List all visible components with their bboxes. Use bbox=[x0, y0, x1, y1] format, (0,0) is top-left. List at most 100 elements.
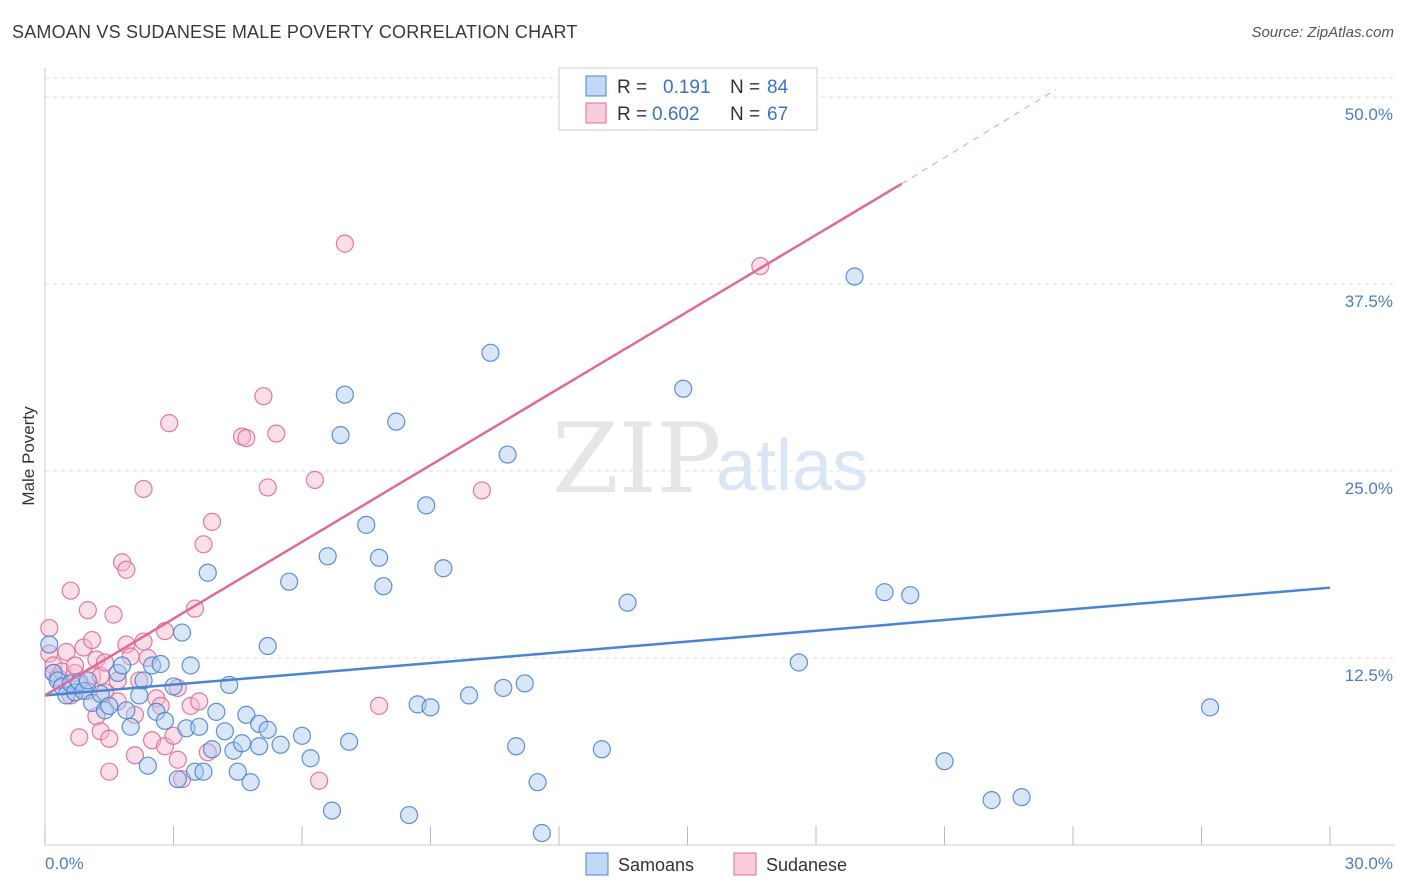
samoans-point-57 bbox=[370, 548, 389, 567]
legend: R = 0.191 N = 84 R = 0.602 N = 67 bbox=[558, 67, 818, 131]
y-tick-label-3: 50.0% bbox=[1345, 105, 1393, 124]
samoans-point-49 bbox=[292, 726, 312, 745]
samoans-point-45 bbox=[258, 720, 277, 739]
samoans-point-51 bbox=[318, 547, 337, 566]
sudanese-point-58 bbox=[267, 424, 286, 443]
legend-n-label-samoans: N = bbox=[730, 77, 760, 98]
samoans-point-41 bbox=[237, 705, 256, 724]
samoans-point-43 bbox=[250, 737, 269, 756]
y-axis-label: Male Poverty bbox=[19, 406, 38, 506]
y-tick-label-0: 12.5% bbox=[1345, 666, 1393, 685]
sudanese-point-0 bbox=[40, 618, 59, 638]
samoans-point-32 bbox=[194, 762, 213, 781]
samoans-point-53 bbox=[331, 425, 350, 445]
samoans-point-9 bbox=[78, 671, 97, 690]
x-tick-label-1: 30.0% bbox=[1345, 854, 1393, 873]
samoans-point-40 bbox=[232, 734, 252, 753]
samoans-point-48 bbox=[280, 572, 299, 591]
samoans-point-75 bbox=[674, 379, 693, 398]
samoans-point-36 bbox=[215, 722, 234, 741]
samoans-point-24 bbox=[155, 711, 175, 730]
samoans-point-66 bbox=[481, 343, 500, 362]
samoans-point-35 bbox=[207, 702, 226, 721]
sudanese-point-13 bbox=[78, 601, 97, 620]
sudanese-point-33 bbox=[125, 705, 145, 724]
legend-swatch-sudanese bbox=[585, 102, 607, 124]
legend-r-value-sudanese: 0.602 bbox=[652, 104, 700, 125]
samoans-points bbox=[40, 267, 1220, 843]
samoans-point-26 bbox=[168, 770, 187, 789]
sudanese-point-34 bbox=[130, 671, 149, 690]
sudanese-point-60 bbox=[310, 771, 329, 790]
sudanese-point-43 bbox=[160, 414, 179, 433]
sudanese-point-48 bbox=[181, 696, 200, 715]
grid bbox=[45, 77, 1395, 659]
sudanese-point-7 bbox=[61, 581, 80, 600]
samoans-point-19 bbox=[134, 671, 153, 690]
legend-r-label-samoans: R = bbox=[617, 77, 647, 98]
samoans-point-65 bbox=[459, 686, 479, 705]
sudanese-trend-line bbox=[44, 182, 903, 697]
samoans-point-78 bbox=[875, 583, 894, 602]
sudanese-point-59 bbox=[305, 470, 324, 490]
samoans-trend-line bbox=[44, 586, 1331, 697]
chart-title: SAMOAN VS SUDANESE MALE POVERTY CORRELAT… bbox=[12, 22, 578, 42]
bottom-legend-label-samoans: Samoans bbox=[618, 855, 694, 875]
samoans-point-76 bbox=[789, 653, 808, 672]
sudanese-point-25 bbox=[104, 605, 123, 624]
samoans-point-39 bbox=[228, 762, 247, 781]
sudanese-trend-extension bbox=[901, 89, 1057, 185]
chart-source: Source: ZipAtlas.com bbox=[1251, 24, 1394, 41]
axes bbox=[44, 68, 1395, 846]
sudanese-point-24 bbox=[100, 729, 119, 748]
samoans-point-67 bbox=[494, 678, 513, 698]
samoans-point-82 bbox=[1012, 788, 1031, 807]
samoans-point-0 bbox=[40, 635, 59, 654]
samoans-point-63 bbox=[421, 698, 440, 717]
x-tick-label-0: 0.0% bbox=[45, 854, 84, 873]
samoans-point-64 bbox=[434, 559, 453, 578]
samoans-point-79 bbox=[901, 586, 920, 605]
samoans-point-69 bbox=[507, 737, 526, 756]
samoans-point-27 bbox=[172, 623, 192, 642]
samoans-point-31 bbox=[190, 717, 209, 736]
samoans-point-33 bbox=[198, 563, 217, 582]
sudanese-point-10 bbox=[65, 656, 85, 675]
samoans-point-42 bbox=[241, 773, 260, 792]
sudanese-point-35 bbox=[134, 479, 153, 499]
sudanese-point-32 bbox=[125, 746, 145, 765]
samoans-point-23 bbox=[151, 654, 170, 674]
samoans-point-55 bbox=[340, 732, 359, 751]
bottom-legend-swatch-samoans bbox=[585, 852, 609, 876]
bottom-legend-label-sudanese: Sudanese bbox=[766, 855, 847, 875]
sudanese-point-15 bbox=[83, 630, 102, 650]
samoans-point-68 bbox=[498, 445, 517, 464]
samoans-point-46 bbox=[258, 636, 277, 656]
samoans-point-20 bbox=[138, 756, 157, 775]
sudanese-point-51 bbox=[194, 535, 213, 554]
y-tick-labels: 12.5% 25.0% 37.5% 50.0% bbox=[1345, 105, 1393, 685]
bottom-legend: Samoans Sudanese bbox=[585, 852, 847, 876]
samoans-point-56 bbox=[357, 515, 376, 534]
samoans-point-73 bbox=[592, 740, 611, 759]
samoans-point-71 bbox=[528, 773, 547, 792]
samoans-point-70 bbox=[515, 674, 534, 693]
samoans-point-34 bbox=[202, 740, 222, 759]
samoans-point-83 bbox=[1200, 698, 1220, 717]
samoans-point-81 bbox=[982, 791, 1001, 810]
samoans-point-47 bbox=[271, 735, 290, 754]
samoans-point-15 bbox=[112, 656, 132, 675]
samoans-point-77 bbox=[845, 267, 864, 286]
samoans-point-17 bbox=[121, 717, 140, 736]
samoans-point-72 bbox=[532, 823, 551, 843]
x-tick-labels: 0.0% 30.0% bbox=[45, 854, 1393, 873]
y-tick-label-1: 25.0% bbox=[1345, 479, 1393, 498]
samoans-point-54 bbox=[335, 385, 354, 404]
legend-r-value-samoans: 0.191 bbox=[663, 77, 711, 98]
sudanese-point-57 bbox=[258, 478, 277, 497]
sudanese-point-50 bbox=[190, 692, 209, 711]
legend-n-value-sudanese: 67 bbox=[767, 104, 788, 125]
samoans-point-59 bbox=[387, 412, 406, 431]
sudanese-point-29 bbox=[117, 560, 136, 579]
